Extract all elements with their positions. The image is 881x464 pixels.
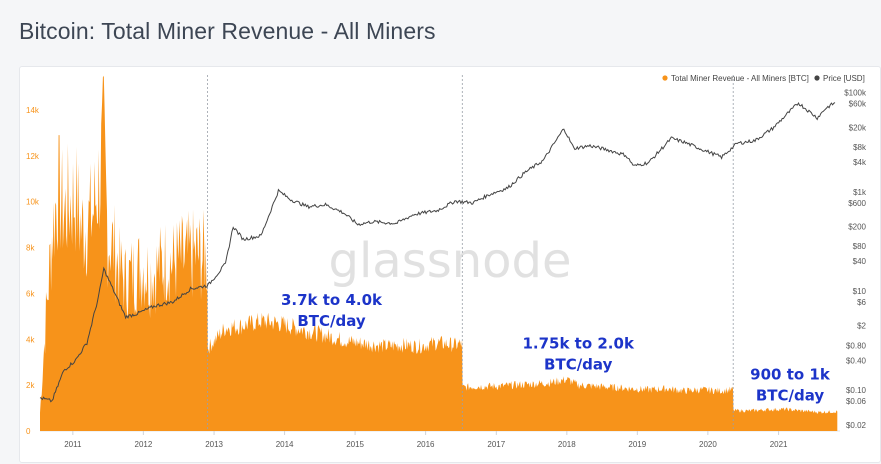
y-right-tick-label: $0.40	[846, 356, 867, 365]
annotation-text: 900 to 1k	[750, 365, 831, 383]
y-right-tick-label: $6	[857, 298, 866, 307]
legend-revenue-label: Total Miner Revenue - All Miners [BTC]	[671, 74, 809, 83]
revenue-area-path	[40, 75, 838, 432]
annotation-text: 1.75k to 2.0k	[522, 334, 634, 352]
annotation-text: BTC/day	[297, 312, 366, 330]
y-right-tick-label: $0.10	[846, 386, 867, 395]
y-axis-left: 0 2k 4k 6k 8k 10k 12k 14k	[26, 106, 40, 436]
x-tick-label: 2011	[64, 440, 82, 449]
y-axis-right: $0.02 $0.06 $0.10 $0.40 $0.80 $2 $6 $10 $40 $80 $2…	[844, 89, 867, 430]
y-right-tick-label: $80	[853, 242, 867, 251]
x-tick-label: 2014	[276, 440, 294, 449]
annotation-text: BTC/day	[544, 355, 613, 373]
y-left-tick-label: 6k	[26, 289, 35, 298]
y-right-tick-label: $8k	[853, 143, 867, 152]
page-title: Bitcoin: Total Miner Revenue - All Miner…	[19, 18, 436, 44]
chart-card: glassnode 3.7k to 4.0k BTC/day 1.75k to 2.…	[19, 66, 881, 463]
annotation-text: BTC/day	[756, 386, 825, 404]
y-right-tick-label: $0.06	[846, 397, 867, 406]
price-line	[39, 102, 836, 403]
y-right-tick-label: $100k	[844, 89, 867, 98]
x-tick-label: 2018	[558, 440, 576, 449]
x-tick-label: 2017	[487, 440, 505, 449]
y-right-tick-label: $4k	[853, 158, 867, 167]
y-right-tick-label: $40	[853, 257, 867, 266]
x-tick-label: 2015	[346, 440, 364, 449]
legend-price-marker	[814, 75, 820, 81]
x-tick-label: 2012	[135, 440, 153, 449]
x-tick-label: 2016	[417, 440, 435, 449]
x-tick-label: 2013	[205, 440, 223, 449]
watermark: glassnode	[328, 233, 571, 289]
y-left-tick-label: 14k	[26, 106, 40, 115]
x-tick-label: 2021	[770, 440, 788, 449]
x-tick-label: 2019	[628, 440, 646, 449]
y-right-tick-label: $2	[857, 322, 866, 331]
price-line-path	[39, 102, 836, 403]
y-left-tick-label: 4k	[26, 335, 35, 344]
revenue-area	[40, 75, 838, 432]
y-right-tick-label: $600	[848, 199, 866, 208]
y-right-tick-label: $200	[848, 223, 866, 232]
x-axis: 2011 2012 2013 2014 2015 2016 2017 2018 2019 2020…	[64, 431, 788, 449]
y-left-tick-label: 2k	[26, 381, 35, 390]
y-right-tick-label: $10	[853, 287, 867, 296]
annotations: 3.7k to 4.0k BTC/day 1.75k to 2.0k BTC/day 9…	[281, 291, 831, 405]
y-right-tick-label: $20k	[849, 123, 867, 132]
legend: Total Miner Revenue - All Miners [BTC] Pr…	[662, 74, 865, 83]
legend-price-label: Price [USD]	[823, 74, 865, 83]
annotation-text: 3.7k to 4.0k	[281, 291, 383, 309]
y-right-tick-label: $0.80	[846, 341, 867, 350]
y-right-tick-label: $0.02	[846, 421, 867, 430]
y-left-tick-label: 10k	[26, 198, 40, 207]
halving-lines	[207, 75, 734, 431]
y-left-tick-label: 8k	[26, 244, 35, 253]
chart-svg[interactable]: glassnode 3.7k to 4.0k BTC/day 1.75k to 2.…	[20, 67, 880, 462]
legend-revenue-marker	[662, 75, 668, 81]
y-left-tick-label: 12k	[26, 152, 40, 161]
y-right-tick-label: $60k	[849, 100, 867, 109]
y-right-tick-label: $1k	[853, 188, 867, 197]
x-tick-label: 2020	[699, 440, 717, 449]
y-left-tick-label: 0	[26, 427, 31, 436]
